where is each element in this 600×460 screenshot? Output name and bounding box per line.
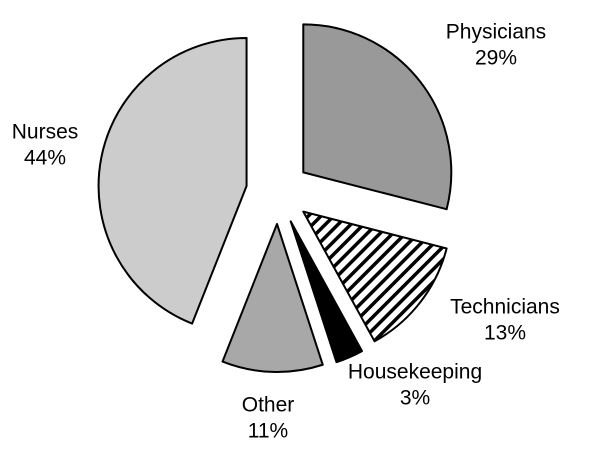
pie-slice <box>302 210 448 343</box>
pie-slice <box>289 220 364 364</box>
slice-label: Nurses <box>12 121 79 144</box>
slice-label: Physicians <box>446 21 546 44</box>
pie-slice <box>97 37 248 325</box>
value-label: 11% <box>248 420 288 443</box>
slice-label: Housekeeping <box>348 361 482 384</box>
pie-slice <box>221 222 324 373</box>
pie-slice <box>302 23 453 211</box>
slice-label: Other <box>242 394 295 417</box>
value-label: 3% <box>400 387 430 410</box>
slice-label: Technicians <box>450 296 560 319</box>
value-label: 29% <box>475 47 517 70</box>
value-label: 13% <box>484 322 526 345</box>
value-label: 44% <box>24 147 66 170</box>
